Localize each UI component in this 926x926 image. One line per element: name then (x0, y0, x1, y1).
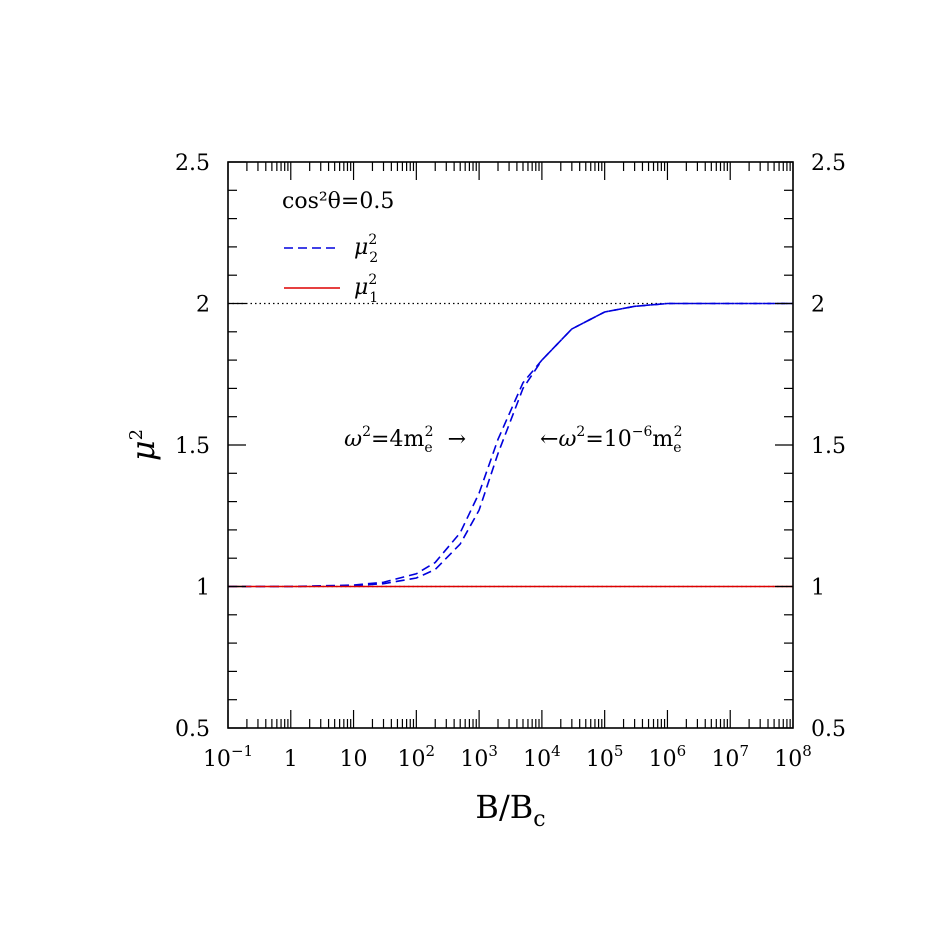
series-line-0 (228, 302, 793, 588)
x-tick-label-base: 10 (523, 747, 551, 772)
x-axis-title: B/Bc (475, 788, 545, 832)
annotation-omega-1e-6me: ←ω2=10−6me2 (540, 424, 682, 456)
legend-header: cos²θ=0.5 (282, 189, 394, 214)
x-tick-label-2: 10 (340, 747, 368, 772)
x-tick-label-exp: 5 (614, 742, 624, 760)
x-tick-label-1: 1 (284, 747, 298, 772)
y-tick-label-right-2: 1.5 (811, 434, 846, 459)
x-tick-label-exp: 4 (551, 742, 561, 760)
annotation-0-sup1: 2 (362, 424, 371, 440)
x-tick-label-exp: 8 (802, 742, 812, 760)
x-axis-title-main: B/B (475, 788, 533, 826)
annotation-1-sup1: 2 (576, 424, 585, 440)
y-tick-label-left-1: 1 (196, 576, 210, 601)
x-tick-label-exp: 3 (488, 742, 498, 760)
y-tick-label-right-3: 2 (811, 293, 825, 318)
plot-frame (227, 161, 794, 729)
annotation-0-mid: =4m (371, 427, 424, 452)
y-axis-title: μ2 (124, 429, 162, 461)
x-tick-label-base: 10 (774, 747, 802, 772)
annotation-0-sup2: 2 (425, 424, 434, 440)
x-tick-label-base: 10 (398, 747, 426, 772)
annotation-0-arrow: → (448, 427, 466, 452)
legend: cos²θ=0.5 μ2 2 μ2 1 (282, 189, 394, 306)
y-tick-label-right-4: 2.5 (811, 151, 846, 176)
annotation-1-omega: ω (558, 427, 576, 452)
y-axis-title-main: μ (124, 440, 162, 461)
annotation-1-arrow: ← (540, 427, 558, 452)
x-tick-label-base: 10 (460, 747, 488, 772)
annotation-1-mid: =10 (585, 427, 631, 452)
x-tick-labels: 10−1 1 10 102 103 104 105 106 107 108 (203, 742, 812, 772)
x-tick-label-8: 107 (711, 742, 749, 772)
x-tick-label-base: 1 (284, 747, 298, 772)
y-tick-label-left-4: 2.5 (175, 151, 210, 176)
y-tick-labels: 0.5 0.5 1 1 1.5 1.5 2 2 2.5 2.5 (175, 151, 846, 742)
x-tick-label-5: 104 (523, 742, 561, 772)
y-tick-label-left-2: 1.5 (175, 434, 210, 459)
legend-label-mu1: μ2 1 (354, 272, 378, 306)
y-tick-label-right-1: 1 (811, 576, 825, 601)
x-tick-label-exp: 2 (426, 742, 436, 760)
annotation-omega-4me: ω2=4me2 → (344, 424, 466, 456)
series-layer (228, 302, 793, 588)
legend-label-mu2-base: μ (354, 235, 368, 260)
x-tick-label-7: 106 (649, 742, 687, 772)
series-line-1 (228, 302, 793, 588)
annotation-1-m: m (652, 427, 673, 452)
y-tick-label-left-0: 0.5 (175, 717, 210, 742)
legend-label-mu2-sub: 2 (369, 250, 378, 266)
annotation-0-omega: ω (344, 427, 362, 452)
x-tick-label-4: 103 (460, 742, 498, 772)
x-tick-label-exp: −1 (231, 742, 253, 760)
x-tick-label-base: 10 (649, 747, 677, 772)
x-tick-label-base: 10 (203, 747, 231, 772)
legend-label-mu2-sup: 2 (368, 232, 377, 248)
x-tick-label-6: 105 (586, 742, 624, 772)
x-axis-title-sub: c (533, 807, 545, 832)
x-tick-label-base: 10 (711, 747, 739, 772)
x-tick-label-base: 10 (340, 747, 368, 772)
x-tick-label-3: 102 (398, 742, 436, 772)
legend-label-mu1-sub: 1 (369, 290, 378, 306)
y-axis-title-sup: 2 (126, 429, 147, 440)
annotation-1-exp: −6 (632, 424, 653, 440)
annotation-0-sub: e (424, 440, 432, 456)
legend-label-mu2: μ2 2 (354, 232, 378, 266)
x-tick-label-0: 10−1 (203, 742, 253, 772)
legend-label-mu1-sup: 2 (368, 272, 377, 288)
legend-label-mu1-base: μ (354, 275, 368, 300)
x-tick-label-9: 108 (774, 742, 812, 772)
annotation-1-sup2: 2 (674, 424, 683, 440)
x-tick-label-exp: 6 (677, 742, 687, 760)
y-tick-label-left-3: 2 (196, 293, 210, 318)
x-tick-label-exp: 7 (739, 742, 749, 760)
x-tick-label-base: 10 (586, 747, 614, 772)
ticks-layer (227, 161, 794, 729)
annotation-1-sub: e (673, 440, 681, 456)
y-tick-label-right-0: 0.5 (811, 717, 846, 742)
